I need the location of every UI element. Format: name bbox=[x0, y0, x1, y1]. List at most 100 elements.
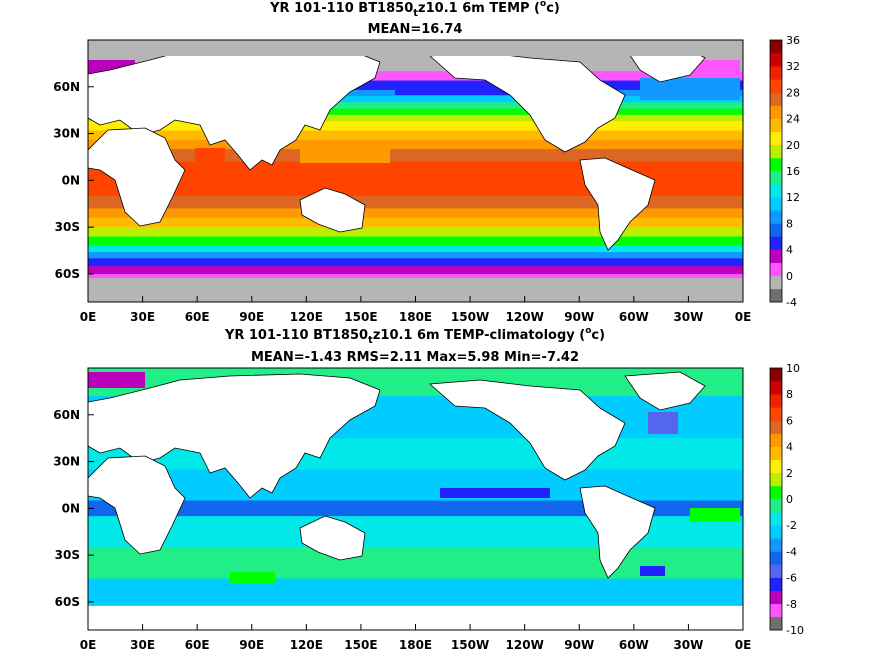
bottom-colorbar-swatch bbox=[770, 616, 782, 631]
bottom-subtitle: MEAN=-1.43 RMS=2.11 Max=5.98 Min=-7.42 bbox=[251, 350, 579, 365]
bottom-colorbar-swatch bbox=[770, 551, 782, 565]
top-band-18 bbox=[88, 245, 743, 253]
bottom-title: YR 101-110 BT1850tz10.1 6m TEMP-climatol… bbox=[224, 326, 605, 346]
bottom-x-tick-label: 180E bbox=[399, 638, 432, 652]
top-y-tick-label: 30S bbox=[55, 220, 80, 234]
top-colorbar: 36 32 28 24 20 16 12 8 4 0 -4 bbox=[769, 34, 800, 309]
top-colorbar-swatch bbox=[770, 40, 782, 54]
top-colorbar-label: 12 bbox=[786, 191, 800, 204]
top-band-4 bbox=[88, 96, 743, 103]
bottom-colorbar-swatch bbox=[770, 446, 782, 460]
top-band-11 bbox=[88, 149, 743, 163]
top-warm-pool-arabian bbox=[195, 148, 225, 162]
bottom-y-tick-label: 0N bbox=[62, 501, 80, 515]
bottom-colorbar-swatch bbox=[770, 485, 782, 500]
bottom-colorbar-swatch bbox=[770, 577, 782, 591]
bottom-colorbar: 10 8 6 4 2 0 -2 -4 -6 -8 -10 bbox=[769, 362, 804, 637]
bottom-x-tick-label: 60W bbox=[619, 638, 649, 652]
top-colorbar-label: 32 bbox=[786, 60, 800, 73]
top-y-tick-label: 60N bbox=[53, 80, 80, 94]
bottom-band-7 bbox=[88, 578, 743, 606]
top-x-tick-label: 0E bbox=[735, 310, 752, 324]
bottom-band-4 bbox=[88, 500, 743, 517]
bottom-colorbar-swatch bbox=[770, 407, 782, 421]
bottom-y-tick-label: 60N bbox=[53, 408, 80, 422]
top-x-tick-label: 180E bbox=[399, 310, 432, 324]
top-colorbar-swatch bbox=[770, 118, 782, 132]
top-north-atlantic-cool bbox=[640, 78, 740, 100]
top-colorbar-swatch bbox=[770, 288, 782, 303]
top-colorbar-label: 4 bbox=[786, 244, 793, 257]
top-colorbar-swatch bbox=[770, 249, 782, 263]
bottom-x-tick-label: 90E bbox=[239, 638, 264, 652]
top-colorbar-swatch bbox=[770, 171, 782, 185]
bottom-colorbar-swatch bbox=[770, 472, 782, 487]
top-x-tick-label: 0E bbox=[80, 310, 97, 324]
bottom-colorbar-label: 4 bbox=[786, 441, 793, 454]
top-colorbar-swatch bbox=[770, 210, 782, 224]
top-colorbar-label: 20 bbox=[786, 139, 800, 152]
bottom-colorbar-label: -2 bbox=[786, 519, 797, 532]
top-x-tick-label: 90W bbox=[564, 310, 594, 324]
bottom-land-eurasia bbox=[88, 373, 381, 499]
top-colorbar-swatch bbox=[770, 92, 782, 106]
bottom-x-tick-label: 0E bbox=[80, 638, 97, 652]
top-band-10 bbox=[88, 139, 743, 150]
top-colorbar-swatch bbox=[770, 223, 782, 237]
top-field-bands bbox=[88, 40, 743, 302]
bottom-colorbar-swatch bbox=[770, 394, 782, 408]
top-colorbar-label: 16 bbox=[786, 165, 800, 178]
top-x-tick-label: 30E bbox=[130, 310, 155, 324]
top-y-tick-label: 60S bbox=[55, 267, 80, 281]
bottom-colorbar-swatch bbox=[770, 603, 782, 618]
bottom-panel: YR 101-110 BT1850tz10.1 6m TEMP-climatol… bbox=[53, 326, 804, 652]
bottom-southern-cold bbox=[640, 566, 665, 576]
bottom-land-africa bbox=[88, 455, 186, 555]
top-x-tick-label: 120E bbox=[290, 310, 323, 324]
bottom-north-atlantic-cold bbox=[648, 412, 678, 434]
bottom-colorbar-frame bbox=[769, 367, 783, 631]
top-land-australia bbox=[299, 187, 366, 233]
bottom-y-tick-label: 30N bbox=[53, 455, 80, 469]
top-x-tick-label: 30W bbox=[673, 310, 703, 324]
bottom-colorbar-label: 0 bbox=[786, 493, 793, 506]
bottom-colorbar-swatch bbox=[770, 525, 782, 539]
top-colorbar-label: 24 bbox=[786, 113, 800, 126]
bottom-colorbar-label: -10 bbox=[786, 624, 804, 637]
bottom-equatorial-cold bbox=[440, 488, 550, 498]
bottom-x-tick-label: 120E bbox=[290, 638, 323, 652]
top-band-20 bbox=[88, 258, 743, 267]
bottom-colorbar-swatch bbox=[770, 368, 782, 382]
bottom-colorbar-swatch bbox=[770, 381, 782, 395]
top-map bbox=[88, 40, 743, 302]
top-y-tick-label: 0N bbox=[62, 173, 80, 187]
top-title: YR 101-110 BT1850tz10.1 6m TEMP (oc) bbox=[269, 0, 560, 19]
bottom-colorbar-swatch bbox=[770, 564, 782, 578]
top-colorbar-swatch bbox=[770, 79, 782, 93]
top-x-tick-label: 60E bbox=[185, 310, 210, 324]
top-y-axis: 60N 30N 0N 30S 60S bbox=[53, 80, 94, 281]
top-colorbar-swatch bbox=[770, 236, 782, 250]
top-band-21 bbox=[88, 266, 743, 275]
bottom-colorbar-swatch bbox=[770, 499, 782, 513]
bottom-land-australia bbox=[299, 515, 366, 561]
top-land-south-america bbox=[579, 157, 656, 251]
bottom-y-tick-label: 60S bbox=[55, 595, 80, 609]
bottom-colorbar-swatch bbox=[770, 459, 782, 474]
top-band-16 bbox=[88, 227, 743, 237]
bottom-x-tick-label: 120W bbox=[506, 638, 544, 652]
bottom-colorbar-label: 8 bbox=[786, 388, 793, 401]
bottom-x-tick-label: 0E bbox=[735, 638, 752, 652]
bottom-colorbar-label: -8 bbox=[786, 598, 797, 611]
top-north-pacific-cold bbox=[395, 85, 565, 95]
bottom-colorbar-swatch bbox=[770, 590, 782, 605]
top-band-9 bbox=[88, 130, 743, 141]
bottom-x-tick-label: 30E bbox=[130, 638, 155, 652]
bottom-colorbar-swatch bbox=[770, 433, 782, 447]
top-y-tick-label: 30N bbox=[53, 127, 80, 141]
bottom-colorbar-swatch bbox=[770, 512, 782, 526]
top-x-axis: 0E 30E 60E 90E 120E 150E 180E 150W 120W 90W 60W 30W… bbox=[80, 296, 752, 324]
bottom-x-tick-label: 90W bbox=[564, 638, 594, 652]
top-colorbar-label: -4 bbox=[786, 296, 797, 309]
